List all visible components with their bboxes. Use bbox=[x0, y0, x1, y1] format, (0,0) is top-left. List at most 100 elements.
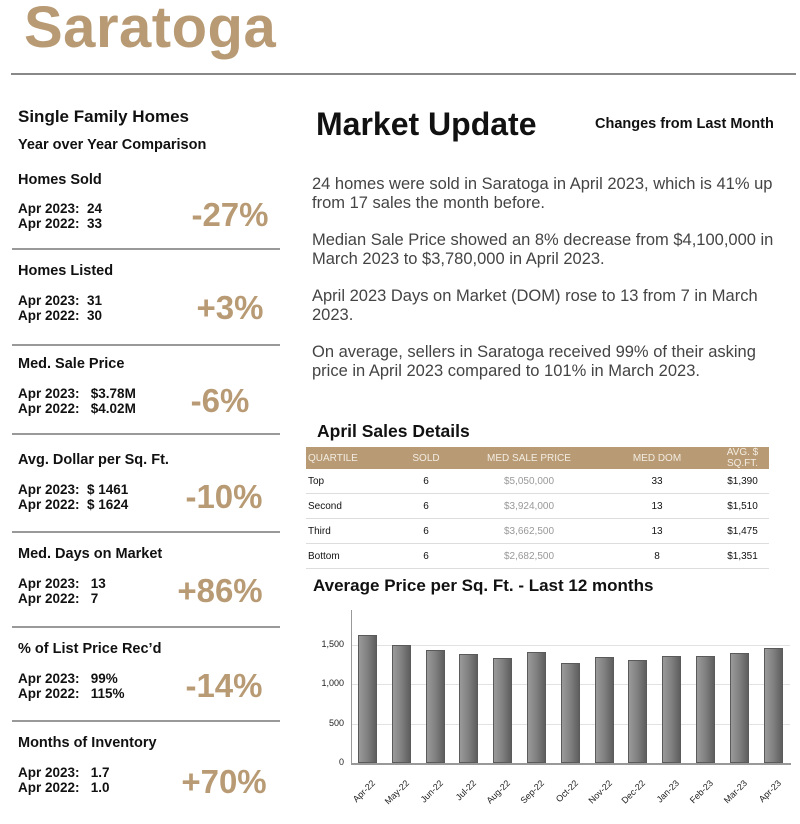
paragraph-list-price: On average, sellers in Saratoga received… bbox=[312, 343, 756, 380]
metric-current: Apr 2023: 24 bbox=[18, 201, 103, 216]
market-update-body: 24 homes were sold in Saratoga in April … bbox=[312, 175, 782, 399]
price-per-sqft-chart: 0 500 1,000 1,500 Apr-22 May-22 Jun-22 Jul-22 Au… bbox=[300, 600, 800, 824]
cell-avg-sqft: $1,351 bbox=[716, 543, 769, 569]
metric-previous: Apr 2022: 33 bbox=[18, 216, 103, 231]
x-axis bbox=[351, 763, 791, 765]
metric-change: -10% bbox=[185, 478, 263, 515]
metric-change: +70% bbox=[181, 763, 267, 800]
metric-divider bbox=[12, 720, 280, 722]
col-quartile: QUARTILE bbox=[306, 447, 392, 469]
cell-sold: 6 bbox=[392, 543, 460, 569]
metric-values: Apr 2023: 13 Apr 2022: 7 bbox=[18, 576, 106, 606]
cell-quartile: Bottom bbox=[306, 543, 392, 569]
bar-may-22 bbox=[391, 644, 411, 763]
col-med-dom: MED DOM bbox=[598, 447, 716, 469]
x-tick-label: Nov-22 bbox=[586, 778, 614, 806]
table-header-row: QUARTILE SOLD MED SALE PRICE MED DOM AVG… bbox=[306, 447, 769, 469]
market-update-title: Market Update bbox=[316, 106, 537, 142]
cell-sold: 6 bbox=[392, 493, 460, 519]
bar-apr-22 bbox=[358, 635, 377, 763]
x-tick-label: Apr-22 bbox=[350, 778, 378, 805]
bar-oct-22 bbox=[560, 663, 580, 763]
metric-change: -27% bbox=[191, 196, 269, 233]
bar-jun-22 bbox=[425, 649, 445, 763]
metric-change: -6% bbox=[190, 382, 250, 419]
cell-quartile: Second bbox=[306, 493, 392, 519]
bar-sep-22 bbox=[527, 651, 546, 763]
metric-current: Apr 2023: $ 1461 bbox=[18, 482, 129, 497]
metric-values: Apr 2023: 1.7 Apr 2022: 1.0 bbox=[18, 765, 110, 795]
x-tick-label: Jun-22 bbox=[418, 778, 445, 805]
metric-change: +86% bbox=[177, 572, 263, 609]
metric-divider bbox=[12, 344, 280, 346]
cell-med-dom: 13 bbox=[598, 493, 716, 519]
header-divider bbox=[11, 73, 796, 75]
metric-values: Apr 2023: 24 Apr 2022: 33 bbox=[18, 201, 102, 231]
metric-previous: Apr 2022: 115% bbox=[18, 686, 125, 701]
metric-label: Med. Sale Price bbox=[18, 356, 125, 372]
cell-avg-sqft: $1,510 bbox=[716, 493, 769, 519]
metric-current: Apr 2023: $3.78M bbox=[18, 386, 136, 401]
x-tick-label: Oct-22 bbox=[553, 778, 580, 805]
paragraph-price: Median Sale Price showed an 8% decrease … bbox=[312, 231, 774, 268]
x-tick-label: Jan-23 bbox=[654, 778, 682, 805]
x-tick-label: Dec-22 bbox=[619, 778, 648, 806]
metric-values: Apr 2023: 99% Apr 2022: 115% bbox=[18, 671, 125, 701]
cell-med-dom: 13 bbox=[598, 518, 716, 544]
bar-nov-22 bbox=[594, 657, 614, 763]
metric-label: % of List Price Rec’d bbox=[18, 641, 162, 657]
metric-label: Months of Inventory bbox=[18, 735, 157, 751]
metric-change: +3% bbox=[196, 289, 264, 326]
metric-current: Apr 2023: 13 bbox=[18, 576, 106, 591]
bar-mar-23 bbox=[729, 653, 749, 763]
x-tick-label: Sep-22 bbox=[518, 778, 547, 806]
table-row: Top 6 $5,050,000 33 $1,390 bbox=[306, 469, 769, 494]
gridline bbox=[352, 645, 790, 646]
metric-label: Avg. Dollar per Sq. Ft. bbox=[18, 452, 169, 468]
metric-label: Med. Days on Market bbox=[18, 546, 163, 562]
metric-current: Apr 2023: 99% bbox=[18, 671, 118, 686]
y-tick-label: 0 bbox=[338, 757, 344, 767]
metric-previous: Apr 2022: 7 bbox=[18, 591, 99, 606]
metric-values: Apr 2023: $3.78M Apr 2022: $4.02M bbox=[18, 386, 136, 416]
metric-previous: Apr 2022: 30 bbox=[18, 308, 103, 323]
y-axis bbox=[351, 610, 352, 764]
bar-feb-23 bbox=[696, 656, 715, 763]
cell-avg-sqft: $1,390 bbox=[716, 469, 769, 494]
market-update-subtitle: Changes from Last Month bbox=[595, 116, 774, 132]
y-tick-label: 500 bbox=[328, 717, 344, 728]
y-tick-label: 1,000 bbox=[321, 678, 344, 689]
metric-divider bbox=[12, 248, 280, 250]
metric-label: Homes Sold bbox=[18, 172, 102, 188]
cell-med-dom: 33 bbox=[598, 469, 716, 494]
cell-med-sale-price: $3,662,500 bbox=[460, 518, 598, 544]
metric-divider bbox=[12, 531, 280, 533]
x-tick-label: Mar-23 bbox=[721, 778, 749, 806]
metric-previous: Apr 2022: 1.0 bbox=[18, 780, 110, 795]
x-tick-label: Jul-22 bbox=[454, 778, 479, 803]
bar-dec-22 bbox=[628, 660, 648, 763]
metric-values: Apr 2023: 31 Apr 2022: 30 bbox=[18, 293, 102, 323]
metric-current: Apr 2023: 1.7 bbox=[18, 765, 110, 780]
y-tick-label: 1,500 bbox=[321, 639, 344, 649]
sales-details-title: April Sales Details bbox=[317, 421, 470, 441]
cell-sold: 6 bbox=[392, 469, 460, 494]
section-title: Single Family Homes bbox=[18, 107, 189, 126]
metric-values: Apr 2023: $ 1461 Apr 2022: $ 1624 bbox=[18, 482, 128, 512]
cell-avg-sqft: $1,475 bbox=[716, 518, 769, 544]
table-row: Third 6 $3,662,500 13 $1,475 bbox=[306, 518, 769, 544]
x-tick-label: Aug-22 bbox=[484, 778, 513, 806]
metric-divider bbox=[12, 433, 280, 435]
metric-change: -14% bbox=[185, 667, 263, 704]
metric-divider bbox=[12, 626, 280, 628]
metric-current: Apr 2023: 31 bbox=[18, 293, 103, 308]
x-tick-label: Feb-23 bbox=[687, 778, 716, 806]
col-avg-sqft: AVG. $ SQ.FT. bbox=[716, 447, 769, 469]
cell-med-dom: 8 bbox=[598, 543, 716, 569]
cell-sold: 6 bbox=[392, 518, 460, 544]
cell-quartile: Third bbox=[306, 518, 392, 544]
bar-jul-22 bbox=[459, 653, 479, 763]
x-tick-label: Apr-23 bbox=[756, 778, 783, 805]
metric-label: Homes Listed bbox=[18, 263, 114, 279]
cell-med-sale-price: $3,924,000 bbox=[460, 493, 598, 519]
